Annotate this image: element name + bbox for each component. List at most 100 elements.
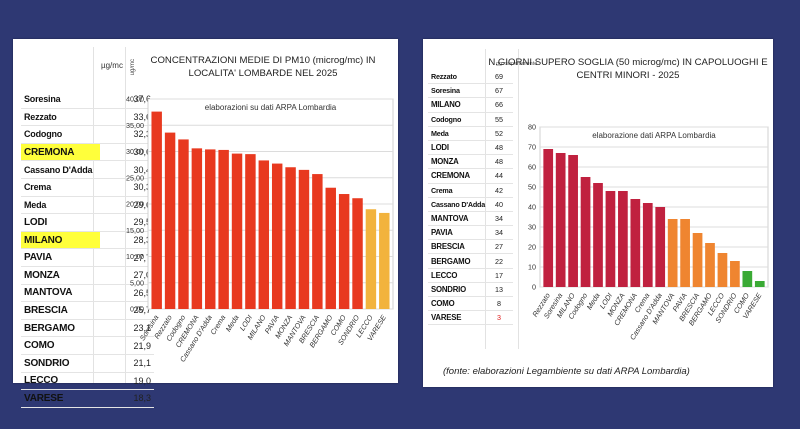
- source-note: (fonte: elaborazioni Legambiente su dati…: [443, 366, 690, 377]
- chart-title: LOCALITA' LOMBARDE NEL 2025: [189, 68, 338, 79]
- location-name: PAVIA: [21, 248, 101, 267]
- location-value: 42: [485, 183, 513, 198]
- table-row: BRESCIA 25,7: [21, 301, 154, 320]
- table-row: Crema 42: [428, 183, 513, 198]
- location-name: CREMONA: [428, 168, 486, 184]
- bar: [178, 139, 189, 309]
- table-row: Meda 52: [428, 126, 513, 141]
- table-row: BERGAMO 22: [428, 253, 513, 269]
- table-row: COMO 8: [428, 296, 513, 312]
- bar: [191, 148, 203, 309]
- location-value: 13: [485, 282, 513, 298]
- y-tick-label: 80: [528, 123, 536, 132]
- y-tick-label: 25,00: [126, 173, 144, 182]
- location-name: BERGAMO: [21, 319, 101, 338]
- bar: [231, 153, 243, 309]
- location-name: Cassano D'Adda: [21, 160, 101, 179]
- bar: [379, 212, 390, 309]
- table-row: LECCO 17: [428, 268, 513, 283]
- location-name: VARESE: [428, 310, 486, 326]
- location-value: 21,9: [100, 336, 154, 355]
- bar: [205, 149, 216, 309]
- exceedance-data-table: Rezzato 69 Soresina 67 MILANO 66 Codogno 55 Meda…: [428, 70, 513, 326]
- bar: [555, 153, 566, 287]
- location-value: 48: [485, 154, 513, 170]
- y-tick-label: 40: [528, 203, 536, 212]
- location-name: COMO: [428, 296, 486, 312]
- table-row: SONDRIO 13: [428, 282, 513, 298]
- location-name: Soresina: [428, 83, 486, 99]
- location-value: 29,5: [100, 213, 154, 232]
- bar: [245, 154, 256, 309]
- location-value: 67: [485, 83, 513, 99]
- chart-subtitle: elaborazione dati ARPA Lombardia: [592, 131, 716, 140]
- bar: [618, 191, 628, 287]
- location-name: MILANO: [428, 97, 486, 113]
- location-value: 33,6: [100, 108, 154, 127]
- location-value: 27,0: [100, 266, 154, 285]
- bar: [630, 199, 641, 287]
- location-value: 34: [485, 211, 513, 227]
- location-name: Crema: [21, 178, 101, 197]
- location-name: SONDRIO: [21, 354, 101, 373]
- bar: [655, 207, 666, 287]
- location-value: 17: [485, 268, 513, 283]
- y-tick-label: 50: [528, 183, 536, 192]
- chart-title: N.GIORNI SUPERO SOGLIA (50 microg/mc) IN…: [488, 57, 767, 68]
- location-value: 48: [485, 140, 513, 156]
- y-tick-label: 60: [528, 163, 536, 172]
- location-name: Meda: [21, 196, 101, 215]
- location-name: LECCO: [21, 372, 101, 391]
- y-tick-label: 40,00: [126, 95, 144, 104]
- y-tick-label: 30,00: [126, 147, 144, 156]
- y-tick-label: 20,00: [126, 200, 144, 209]
- location-name: BRESCIA: [428, 239, 486, 255]
- location-name: Soresina: [21, 91, 101, 109]
- bar: [285, 167, 296, 309]
- location-value: 37,6: [100, 91, 154, 109]
- location-value: 29,6: [100, 196, 154, 215]
- bar: [568, 155, 578, 287]
- bar: [667, 219, 678, 287]
- pm10-concentration-panel: µg/mc ug/mc Soresina 37,6 Rezzato 33,6 Codog…: [13, 39, 398, 408]
- location-name: CREMONA: [21, 143, 101, 162]
- bar: [258, 160, 270, 309]
- location-value: 69: [485, 70, 513, 85]
- location-name: Cassano D'Adda: [428, 197, 485, 212]
- y-tick-label: 35,00: [126, 121, 144, 130]
- location-name: MONZA: [428, 154, 486, 170]
- table-row: LODI 48: [428, 140, 513, 156]
- location-name: MANTOVA: [428, 211, 486, 227]
- table-row: Codogno 32,3: [21, 125, 154, 144]
- table-row: Meda 29,6: [21, 196, 154, 215]
- bar: [218, 149, 229, 309]
- bar: [593, 183, 603, 287]
- location-value: 55: [485, 112, 513, 127]
- location-name: MONZA: [21, 266, 101, 285]
- location-name: Rezzato: [428, 70, 486, 85]
- table-row: Rezzato 69: [428, 70, 513, 85]
- table-row: LODI 29,5: [21, 213, 154, 232]
- location-value: 66: [485, 97, 513, 113]
- location-value: 23,1: [100, 319, 154, 338]
- bar: [705, 243, 715, 287]
- location-value: 19,0: [100, 372, 154, 391]
- location-name: VARESE: [21, 389, 101, 408]
- bar: [325, 187, 336, 309]
- location-name: Crema: [428, 183, 486, 198]
- location-value: 52: [485, 126, 513, 141]
- exceedance-bar-chart: N.GIORNI SUPERO SOGLIA (50 microg/mc) IN…: [488, 57, 769, 342]
- bar: [271, 163, 283, 309]
- table-row: LECCO 19,0: [21, 372, 154, 391]
- table-row: BERGAMO 23,1: [21, 319, 154, 338]
- location-name: MANTOVA: [21, 284, 101, 303]
- table-row: SONDRIO 21,1: [21, 354, 154, 373]
- table-row: PAVIA 34: [428, 225, 513, 241]
- table-row: Crema 30,3: [21, 178, 154, 197]
- bar: [338, 194, 350, 309]
- table-row: MILANO 66: [428, 97, 513, 113]
- table-row: BRESCIA 27: [428, 239, 513, 255]
- table-row: Cassano D'Adda 30,4: [21, 160, 154, 179]
- y-tick-label: 10: [528, 263, 536, 272]
- table-row: VARESE 18,3: [21, 389, 154, 408]
